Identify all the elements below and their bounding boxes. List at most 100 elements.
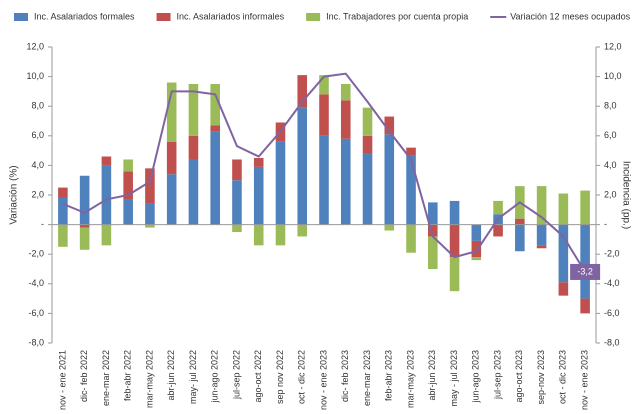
y-tick-label: 6,0: [31, 130, 44, 140]
bar-segment: [101, 156, 112, 166]
x-tick-label: sep nov 2022: [275, 350, 285, 404]
x-tick-label: oct - dic 2023: [558, 350, 568, 404]
bar-segment: [428, 224, 438, 237]
bar-segment: [232, 180, 242, 225]
bar-segment: [297, 224, 308, 237]
x-tick-label: jul-sep 2022: [231, 350, 241, 400]
y2-tick-label: -: [604, 219, 607, 229]
bar-segment: [362, 135, 373, 154]
y2-tick-label: -6,0: [604, 308, 620, 318]
x-tick-label: jul-sep 2023: [492, 350, 502, 400]
bar-segment: [297, 75, 308, 108]
bar-segment: [319, 135, 329, 225]
bar-segment: [297, 107, 308, 225]
bar-segment: [340, 138, 351, 225]
y-tick-label: 10,0: [26, 71, 44, 81]
x-tick-label: abr-jun 2022: [166, 350, 176, 401]
bar-segment: [428, 202, 438, 225]
x-tick-label: oct - dic 2022: [297, 350, 307, 404]
y2-tick-label: 6,0: [604, 130, 617, 140]
bar-segment: [558, 193, 569, 225]
bar-segment: [319, 75, 329, 95]
x-tick-label: ene-mar 2023: [362, 350, 372, 406]
bar-segment: [428, 236, 438, 269]
bar-segment: [123, 159, 133, 172]
y-tick-label: -2,0: [28, 249, 44, 259]
x-tick-label: dic- feb 2022: [79, 350, 89, 402]
bar-segment: [145, 203, 155, 225]
x-tick-label: ago-oct 2023: [514, 350, 524, 403]
bar-segment: [406, 224, 416, 253]
line: [62, 72, 586, 273]
x-tick-label: feb-abr 2023: [384, 350, 394, 401]
bar-segment: [362, 107, 373, 136]
y-tick-label: 2,0: [31, 189, 44, 199]
bar-segment: [166, 174, 177, 225]
bar-segment: [188, 84, 199, 136]
bar-segment: [558, 224, 569, 283]
bar-segment: [406, 147, 416, 156]
x-tick-label: jun-ago 2022: [210, 350, 220, 404]
y2-tick-label: 12,0: [604, 41, 622, 51]
bar-segment: [145, 168, 155, 204]
x-tick-label: feb-abr 2022: [123, 350, 133, 401]
bar-segment: [493, 224, 503, 237]
bar-segment: [123, 199, 133, 225]
y2-tick-label: -2,0: [604, 249, 620, 259]
data-label: -3,2: [577, 266, 593, 276]
bar-segment: [449, 200, 460, 225]
legend-label: Inc. Trabajadores por cuenta propia: [326, 11, 468, 21]
legend-swatch: [14, 13, 28, 21]
legend-swatch: [156, 13, 171, 21]
bar-segment: [580, 190, 590, 225]
y-tick-label: -8,0: [28, 337, 44, 347]
bar-segment: [232, 224, 242, 232]
x-tick-label: ago-oct 2022: [253, 350, 263, 403]
bar-segment: [493, 200, 503, 215]
bar-segment: [471, 240, 482, 258]
bar-segment: [210, 84, 220, 126]
bar-segment: [471, 257, 482, 261]
x-tick-label: abr-jun 2023: [427, 350, 437, 401]
bar-segment: [253, 224, 264, 246]
bar-segment: [232, 159, 242, 181]
legend-label: Inc. Asalariados formales: [34, 11, 135, 21]
data-label-box: [570, 263, 601, 280]
bar-segment: [253, 166, 264, 225]
x-tick-label: jun-ago 2023: [471, 350, 481, 404]
bar-segment: [275, 141, 286, 225]
y-tick-label: -4,0: [28, 278, 44, 288]
bar-segment: [79, 175, 90, 225]
bar-segment: [406, 155, 416, 225]
y-axis-label: Variación (%): [9, 165, 20, 224]
y2-tick-label: -4,0: [604, 278, 620, 288]
bar-segment: [253, 158, 264, 167]
y2-tick-label: 8,0: [604, 101, 617, 111]
bar-segment: [58, 187, 68, 198]
x-tick-label: sep-nov 2023: [536, 350, 546, 405]
bar-segment: [79, 224, 90, 228]
bar-segment: [79, 227, 90, 250]
bar-segment: [166, 141, 177, 175]
bar-segment: [166, 82, 177, 142]
y-tick-label: 8,0: [31, 101, 44, 111]
bar-segment: [536, 245, 547, 249]
bar-segment: [384, 134, 395, 225]
bar-segment: [210, 131, 220, 225]
bar-segment: [536, 186, 547, 225]
bar-segment: [362, 153, 373, 225]
x-tick-label: dic- feb 2023: [340, 350, 350, 402]
bar-segment: [188, 135, 199, 160]
x-tick-label: mar-may 2022: [144, 350, 154, 408]
bar-segment: [145, 224, 155, 228]
bar-segment: [58, 224, 68, 247]
legend-label: Variación 12 meses ocupados: [510, 11, 630, 21]
legend-label: Inc. Asalariados informales: [177, 11, 285, 21]
bar-segment: [536, 224, 547, 246]
bar-segment: [340, 100, 351, 139]
y-tick-label: 12,0: [26, 41, 44, 51]
legend-swatch: [306, 13, 321, 21]
bar-segment: [471, 224, 482, 241]
bar-segment: [101, 165, 112, 225]
bar-segment: [210, 125, 220, 132]
